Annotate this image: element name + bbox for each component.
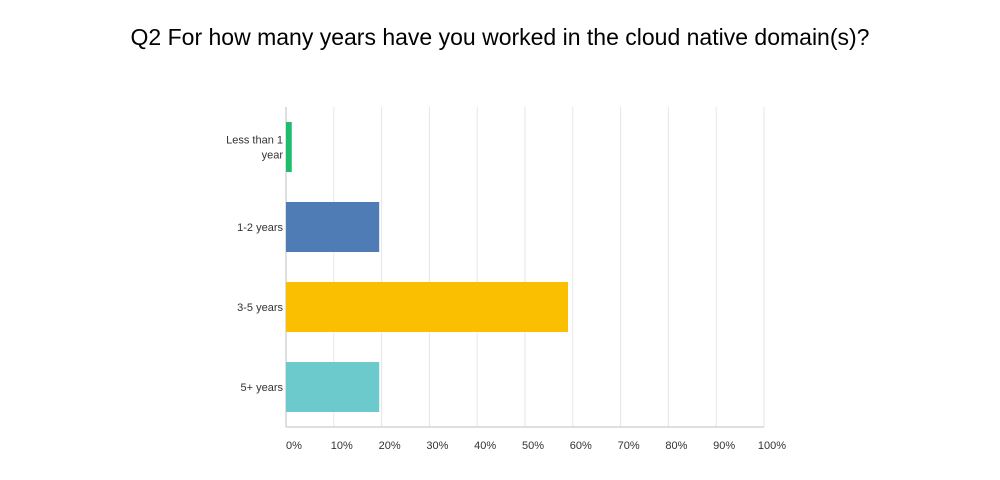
- bar: [286, 362, 380, 412]
- bar: [286, 122, 292, 172]
- category-label: Less than 1: [226, 135, 283, 147]
- x-tick-label: 40%: [474, 440, 496, 452]
- bar: [286, 282, 569, 332]
- bar: [286, 202, 380, 252]
- category-label: 1-2 years: [237, 222, 283, 234]
- x-tick-label: 0%: [286, 440, 302, 452]
- category-label: 3-5 years: [237, 302, 283, 314]
- x-tick-label: 20%: [379, 440, 401, 452]
- chart-title: Q2 For how many years have you worked in…: [130, 24, 870, 50]
- category-label: 5+ years: [241, 382, 284, 394]
- category-label: year: [262, 150, 284, 162]
- x-tick-label: 50%: [522, 440, 544, 452]
- x-tick-label: 90%: [713, 440, 735, 452]
- x-tick-label: 70%: [618, 440, 640, 452]
- x-tick-label: 60%: [570, 440, 592, 452]
- x-tick-label: 100%: [758, 440, 786, 452]
- x-tick-label: 10%: [331, 440, 353, 452]
- x-tick-label: 30%: [426, 440, 448, 452]
- x-tick-label: 80%: [665, 440, 687, 452]
